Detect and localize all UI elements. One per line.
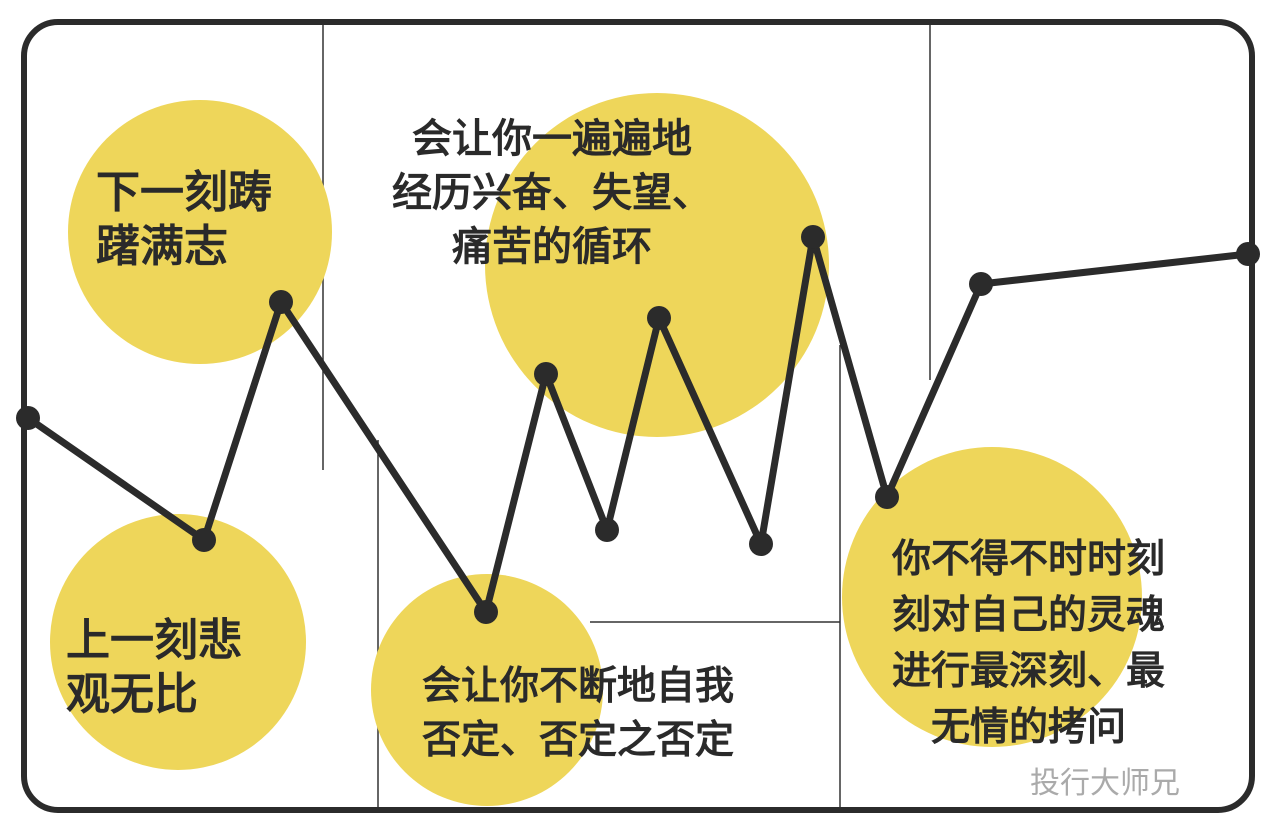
point-marker — [647, 306, 671, 330]
mood-line — [26, 233, 1249, 616]
label-cycle: 会让你一遍遍地 经历兴奋、失望、 痛苦的循环 — [392, 116, 712, 270]
point-marker — [749, 532, 773, 556]
point-marker — [16, 406, 40, 430]
point-marker — [534, 362, 558, 386]
label-self-denial: 会让你不断地自我 否定、否定之否定 — [422, 664, 735, 763]
circle-prev — [50, 514, 306, 770]
point-marker — [1236, 242, 1260, 266]
label-prev-moment: 上一刻悲 观无比 — [66, 615, 242, 720]
circle-cycle — [485, 93, 829, 437]
circle-soul — [842, 447, 1142, 747]
point-marker — [969, 272, 993, 296]
circles — [50, 93, 1142, 806]
label-soul: 你不得不时时刻 刻对自己的灵魂 进行最深刻、最 无情的拷问 — [892, 537, 1166, 750]
circle-denial — [371, 574, 603, 806]
watermark: 投行大师兄 — [1030, 766, 1180, 801]
label-next-moment: 下一刻踌 躇满志 — [96, 167, 272, 272]
point-marker — [269, 290, 293, 314]
point-marker — [474, 600, 498, 624]
circle-next — [68, 100, 332, 364]
point-marker — [875, 485, 899, 509]
point-marker — [192, 528, 216, 552]
point-marker — [801, 225, 825, 249]
point-marker — [595, 518, 619, 542]
